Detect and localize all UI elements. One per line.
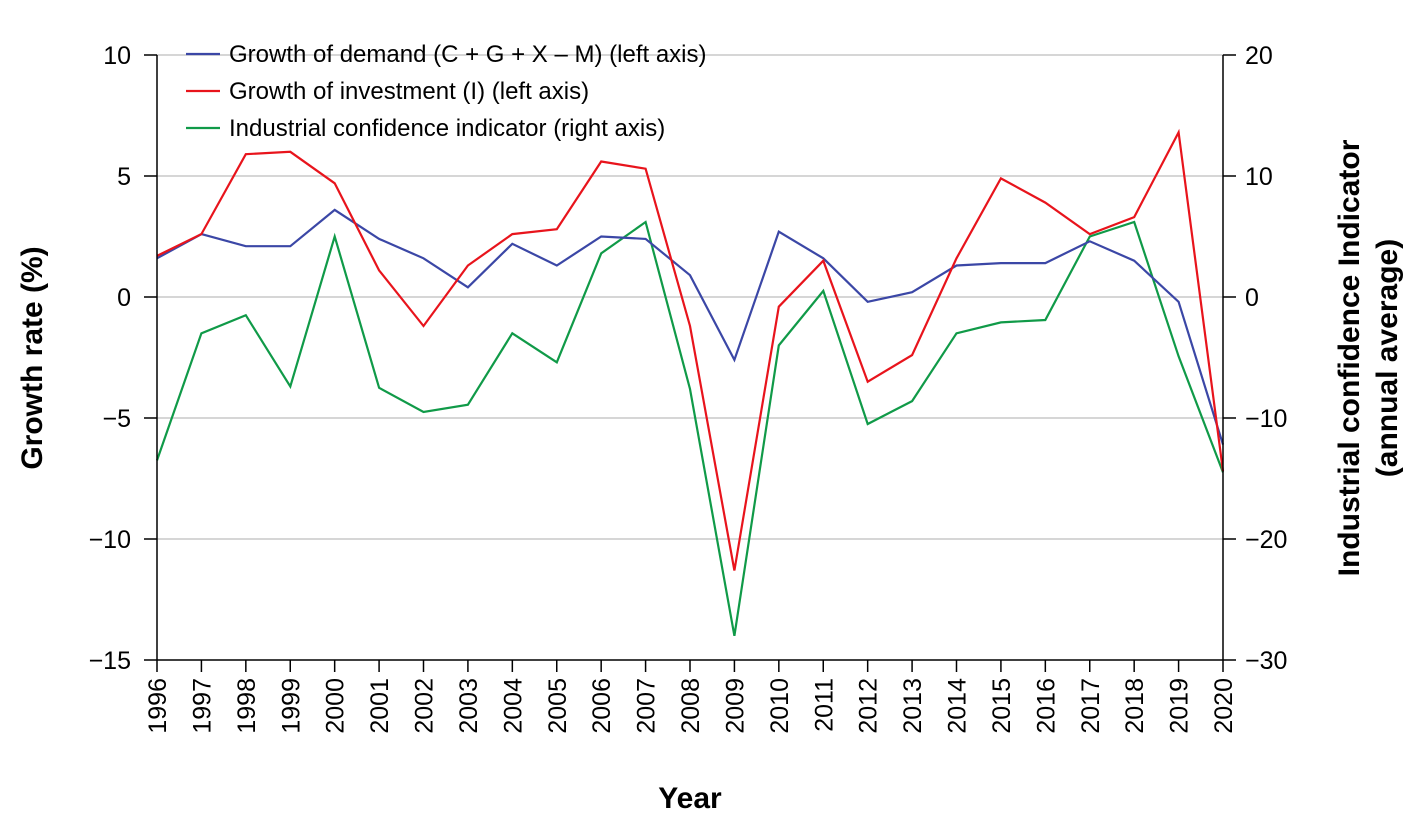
x-tick-label: 2001 [366, 678, 394, 734]
x-tick-label: 2011 [810, 678, 838, 732]
right-tick-label: 20 [1245, 42, 1273, 70]
x-tick-label: 2009 [721, 678, 749, 734]
right-tick-label: −20 [1245, 526, 1287, 554]
x-tick-label: 1997 [188, 678, 216, 734]
x-tick-label: 2015 [988, 678, 1016, 734]
x-tick-label: 2019 [1166, 678, 1194, 734]
legend-label: Industrial confidence indicator (right a… [229, 115, 665, 142]
left-tick-label: 5 [117, 163, 131, 191]
left-tick-label: 10 [103, 42, 131, 70]
x-tick-label: 2012 [855, 678, 883, 734]
gridlines [157, 54, 1223, 540]
left-axis-title: Growth rate (%) [16, 246, 49, 469]
right-axis-title-line2: (annual average) [1371, 239, 1404, 477]
x-tick-label: 2020 [1210, 678, 1238, 734]
x-tick-label: 1998 [233, 678, 261, 734]
series-lines [155, 128, 1225, 636]
x-tick-label: 2008 [677, 678, 705, 734]
x-tick-label: 1999 [277, 678, 305, 734]
x-tick-label: 2007 [633, 678, 661, 734]
right-axis-title-line1: Industrial confidence Indicator [1333, 139, 1366, 576]
series-line-2 [156, 128, 1225, 571]
x-tick-label: 2016 [1032, 678, 1060, 734]
x-tick-label: 2014 [944, 678, 972, 734]
x-tick-label: 2003 [455, 678, 483, 734]
left-axis-ticks: 10 5 0 −5 −10 −15 [89, 42, 157, 675]
right-tick-label: −30 [1245, 647, 1287, 675]
x-tick-label: 2002 [411, 678, 439, 734]
legend-label: Growth of demand (C + G + X – M) (left a… [229, 41, 707, 68]
x-tick-label: 2010 [766, 678, 794, 734]
x-axis-title: Year [658, 782, 722, 815]
x-tick-label: 2018 [1121, 678, 1149, 734]
x-axis-ticks: 1996 1997 1998 1999 2000 2001 2002 2003 2004 2005… [144, 660, 1238, 734]
right-tick-label: 0 [1245, 284, 1259, 312]
left-tick-label: −15 [89, 647, 131, 675]
right-tick-label: 10 [1245, 163, 1273, 191]
left-tick-label: −10 [89, 526, 131, 554]
x-tick-label: 2006 [588, 678, 616, 734]
right-tick-label: −10 [1245, 405, 1287, 433]
x-tick-label: 2004 [499, 678, 527, 734]
x-tick-label: 2005 [544, 678, 572, 734]
x-tick-label: 2013 [899, 678, 927, 734]
x-tick-label: 1996 [144, 678, 172, 734]
axes [156, 55, 1224, 661]
x-tick-label: 2017 [1077, 678, 1105, 734]
legend: Growth of demand (C + G + X – M) (left a… [186, 41, 707, 142]
left-tick-label: −5 [102, 405, 131, 433]
right-axis-ticks: 20 10 0 −10 −20 −30 [1223, 42, 1287, 675]
left-tick-label: 0 [117, 284, 131, 312]
series-line-3 [155, 220, 1225, 636]
x-tick-label: 2000 [322, 678, 350, 734]
series-line-1 [156, 208, 1225, 445]
legend-label: Growth of investment (I) (left axis) [229, 78, 589, 105]
